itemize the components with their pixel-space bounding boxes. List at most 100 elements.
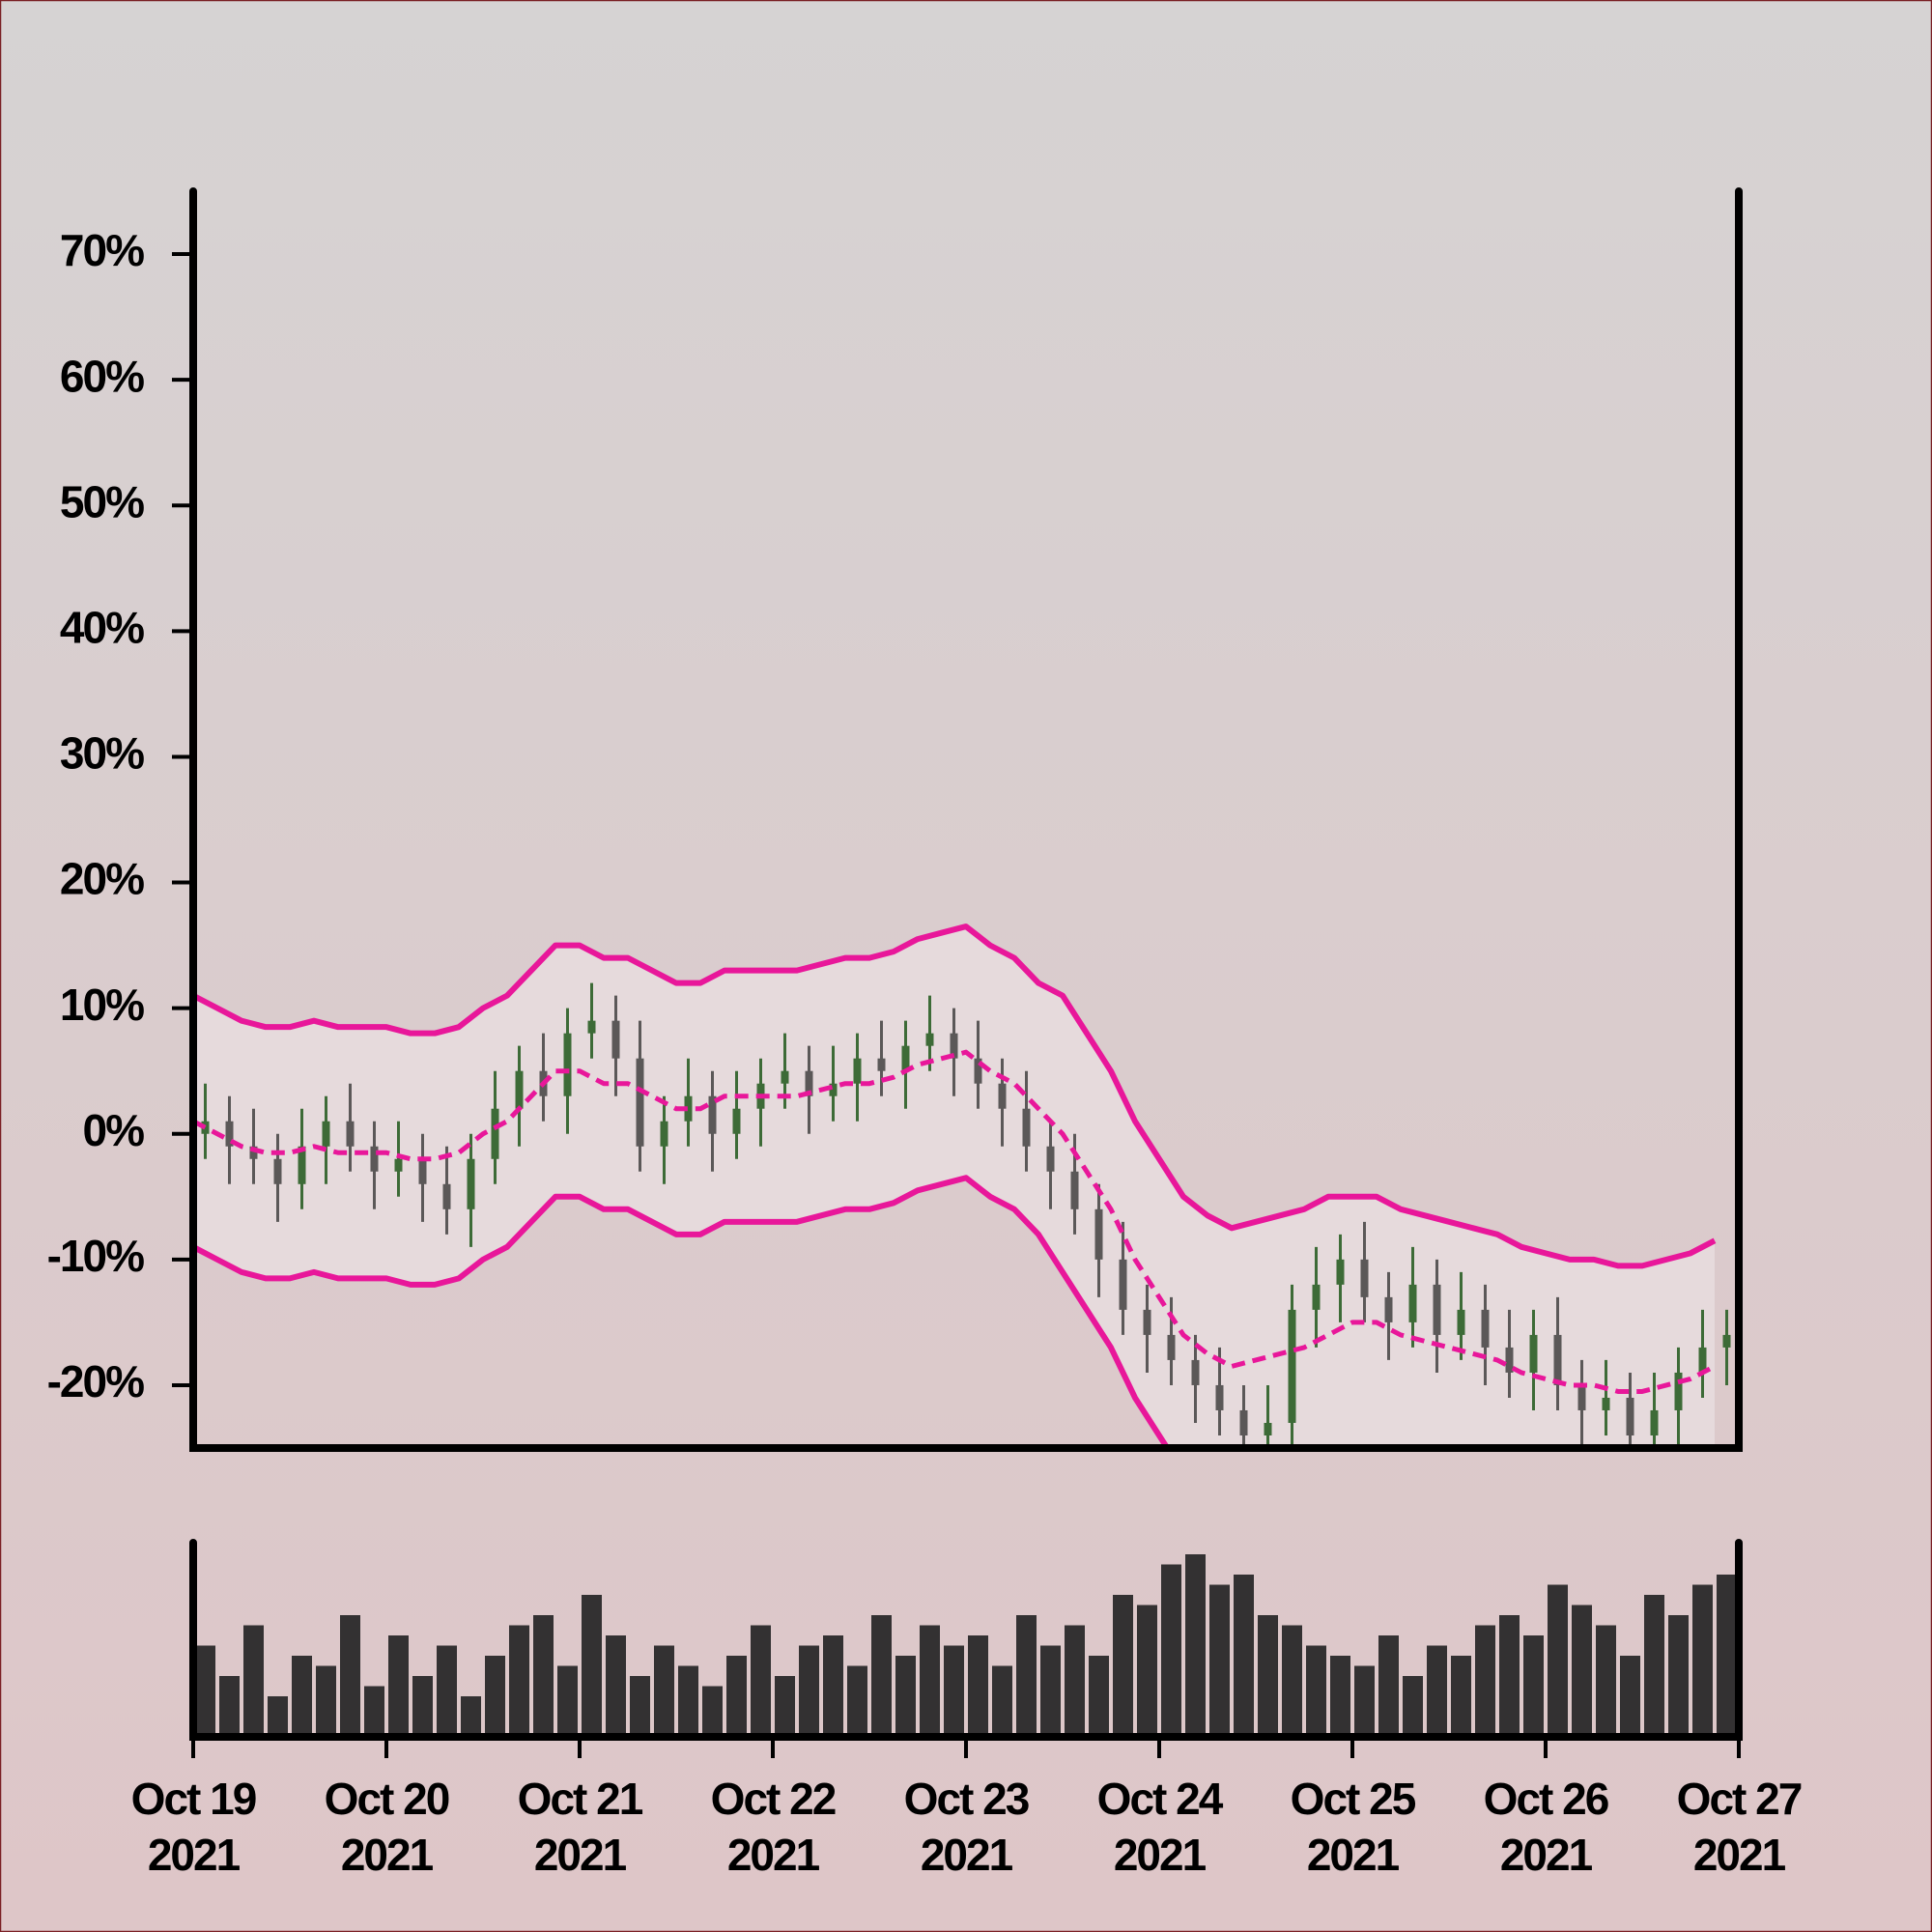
volume-bar xyxy=(582,1595,602,1737)
candle-body xyxy=(587,1020,596,1034)
candle-body xyxy=(370,1146,379,1172)
volume-bar xyxy=(968,1635,988,1737)
candle-body xyxy=(1674,1372,1683,1410)
candle-body xyxy=(442,1183,451,1209)
candle-body xyxy=(1094,1208,1103,1260)
volume-bar xyxy=(1137,1605,1157,1737)
candle-body xyxy=(1408,1284,1417,1322)
x-tick-label: 2021 xyxy=(1307,1830,1400,1880)
volume-bar xyxy=(1258,1615,1278,1737)
volume-bar xyxy=(1451,1656,1471,1737)
y-tick-label: 0% xyxy=(83,1105,145,1155)
candle-body xyxy=(467,1158,475,1209)
x-tick-label: 2021 xyxy=(727,1830,820,1880)
candle-body xyxy=(732,1108,741,1134)
volume-panel xyxy=(195,1554,1737,1737)
candle-body xyxy=(974,1058,982,1084)
candle-body xyxy=(249,1146,258,1159)
y-tick-label: 40% xyxy=(60,603,144,653)
volume-bar xyxy=(1644,1595,1664,1737)
volume-bar xyxy=(1330,1656,1350,1737)
candle-body xyxy=(1577,1384,1586,1410)
x-tick-label: 2021 xyxy=(534,1830,627,1880)
candle-body xyxy=(1336,1259,1345,1285)
candle-body xyxy=(1505,1347,1514,1373)
volume-bar xyxy=(1668,1615,1689,1737)
volume-bar xyxy=(292,1656,312,1737)
volume-bar xyxy=(1161,1564,1181,1737)
candle-body xyxy=(1288,1309,1296,1423)
volume-bar xyxy=(775,1676,795,1737)
candle-body xyxy=(394,1158,403,1172)
volume-bar xyxy=(268,1696,288,1737)
candle-body xyxy=(805,1070,813,1096)
volume-bar xyxy=(412,1676,433,1737)
candle-body xyxy=(901,1045,910,1071)
candle-body xyxy=(273,1158,282,1184)
x-tick-label: 2021 xyxy=(1693,1830,1786,1880)
candle-body xyxy=(298,1146,306,1184)
candle-body xyxy=(998,1083,1007,1109)
x-tick-label: 2021 xyxy=(921,1830,1013,1880)
candle-body xyxy=(1239,1409,1248,1435)
candle-body xyxy=(201,1121,210,1134)
volume-bar xyxy=(1113,1595,1133,1737)
candle-body xyxy=(1264,1422,1272,1435)
candle-body xyxy=(1070,1171,1079,1209)
y-tick-label: 20% xyxy=(60,854,144,904)
y-tick-label: 30% xyxy=(60,728,144,779)
candle-body xyxy=(1481,1309,1490,1348)
candle-body xyxy=(346,1121,355,1147)
candle-body xyxy=(1698,1347,1707,1373)
volume-bar xyxy=(1378,1635,1399,1737)
y-tick-label: 70% xyxy=(60,225,144,275)
axes: -20% -10% 0% 10% 20% 30% 40% 50% 60% 70% Oct 19 202… xyxy=(47,187,1804,1880)
volume-bar xyxy=(219,1676,240,1737)
x-tick-label: 2021 xyxy=(341,1830,434,1880)
volume-bar xyxy=(437,1645,457,1737)
volume-bar xyxy=(992,1665,1012,1737)
candle-body xyxy=(515,1070,524,1109)
volume-bar xyxy=(678,1665,698,1737)
volume-bar xyxy=(654,1645,674,1737)
volume-bar xyxy=(243,1625,264,1737)
y-tick-label: -10% xyxy=(47,1231,144,1281)
volume-bar xyxy=(751,1625,771,1737)
candle-body xyxy=(1384,1296,1393,1322)
volume-bar xyxy=(1209,1584,1230,1737)
x-tick-label: Oct 27 xyxy=(1677,1774,1802,1824)
volume-bar xyxy=(1089,1656,1109,1737)
volume-bar xyxy=(895,1656,916,1737)
volume-bar xyxy=(1475,1625,1495,1737)
candle-body xyxy=(1360,1259,1369,1297)
candle-body xyxy=(877,1058,886,1071)
price-frame xyxy=(189,187,1743,1452)
candle-body xyxy=(1215,1384,1224,1410)
candle-body xyxy=(829,1083,838,1096)
volume-bar xyxy=(340,1615,360,1737)
plot-area xyxy=(193,923,1731,1448)
band-fill xyxy=(193,926,1715,1448)
volume-bar xyxy=(823,1635,843,1737)
y-tick-label: 10% xyxy=(60,980,144,1030)
volume-bar xyxy=(1016,1615,1037,1737)
candle-body xyxy=(1553,1334,1562,1385)
band-line xyxy=(193,923,1717,1269)
volume-bar xyxy=(1403,1676,1423,1737)
volume-bar xyxy=(606,1635,626,1737)
candle-body xyxy=(636,1058,644,1147)
candle-body xyxy=(491,1108,499,1159)
candle-body xyxy=(1529,1334,1538,1373)
volume-bar xyxy=(461,1696,481,1737)
candle-body xyxy=(1312,1284,1321,1310)
volume-bar xyxy=(1282,1625,1302,1737)
volume-bar xyxy=(1620,1656,1640,1737)
volume-bar xyxy=(485,1656,505,1737)
volume-bar xyxy=(1596,1625,1616,1737)
volume-bar xyxy=(509,1625,529,1737)
volume-bar xyxy=(1499,1615,1520,1737)
candle-body xyxy=(1457,1309,1465,1335)
volume-bar xyxy=(1572,1605,1592,1737)
volume-bar xyxy=(726,1656,747,1737)
volume-bar xyxy=(1306,1645,1326,1737)
